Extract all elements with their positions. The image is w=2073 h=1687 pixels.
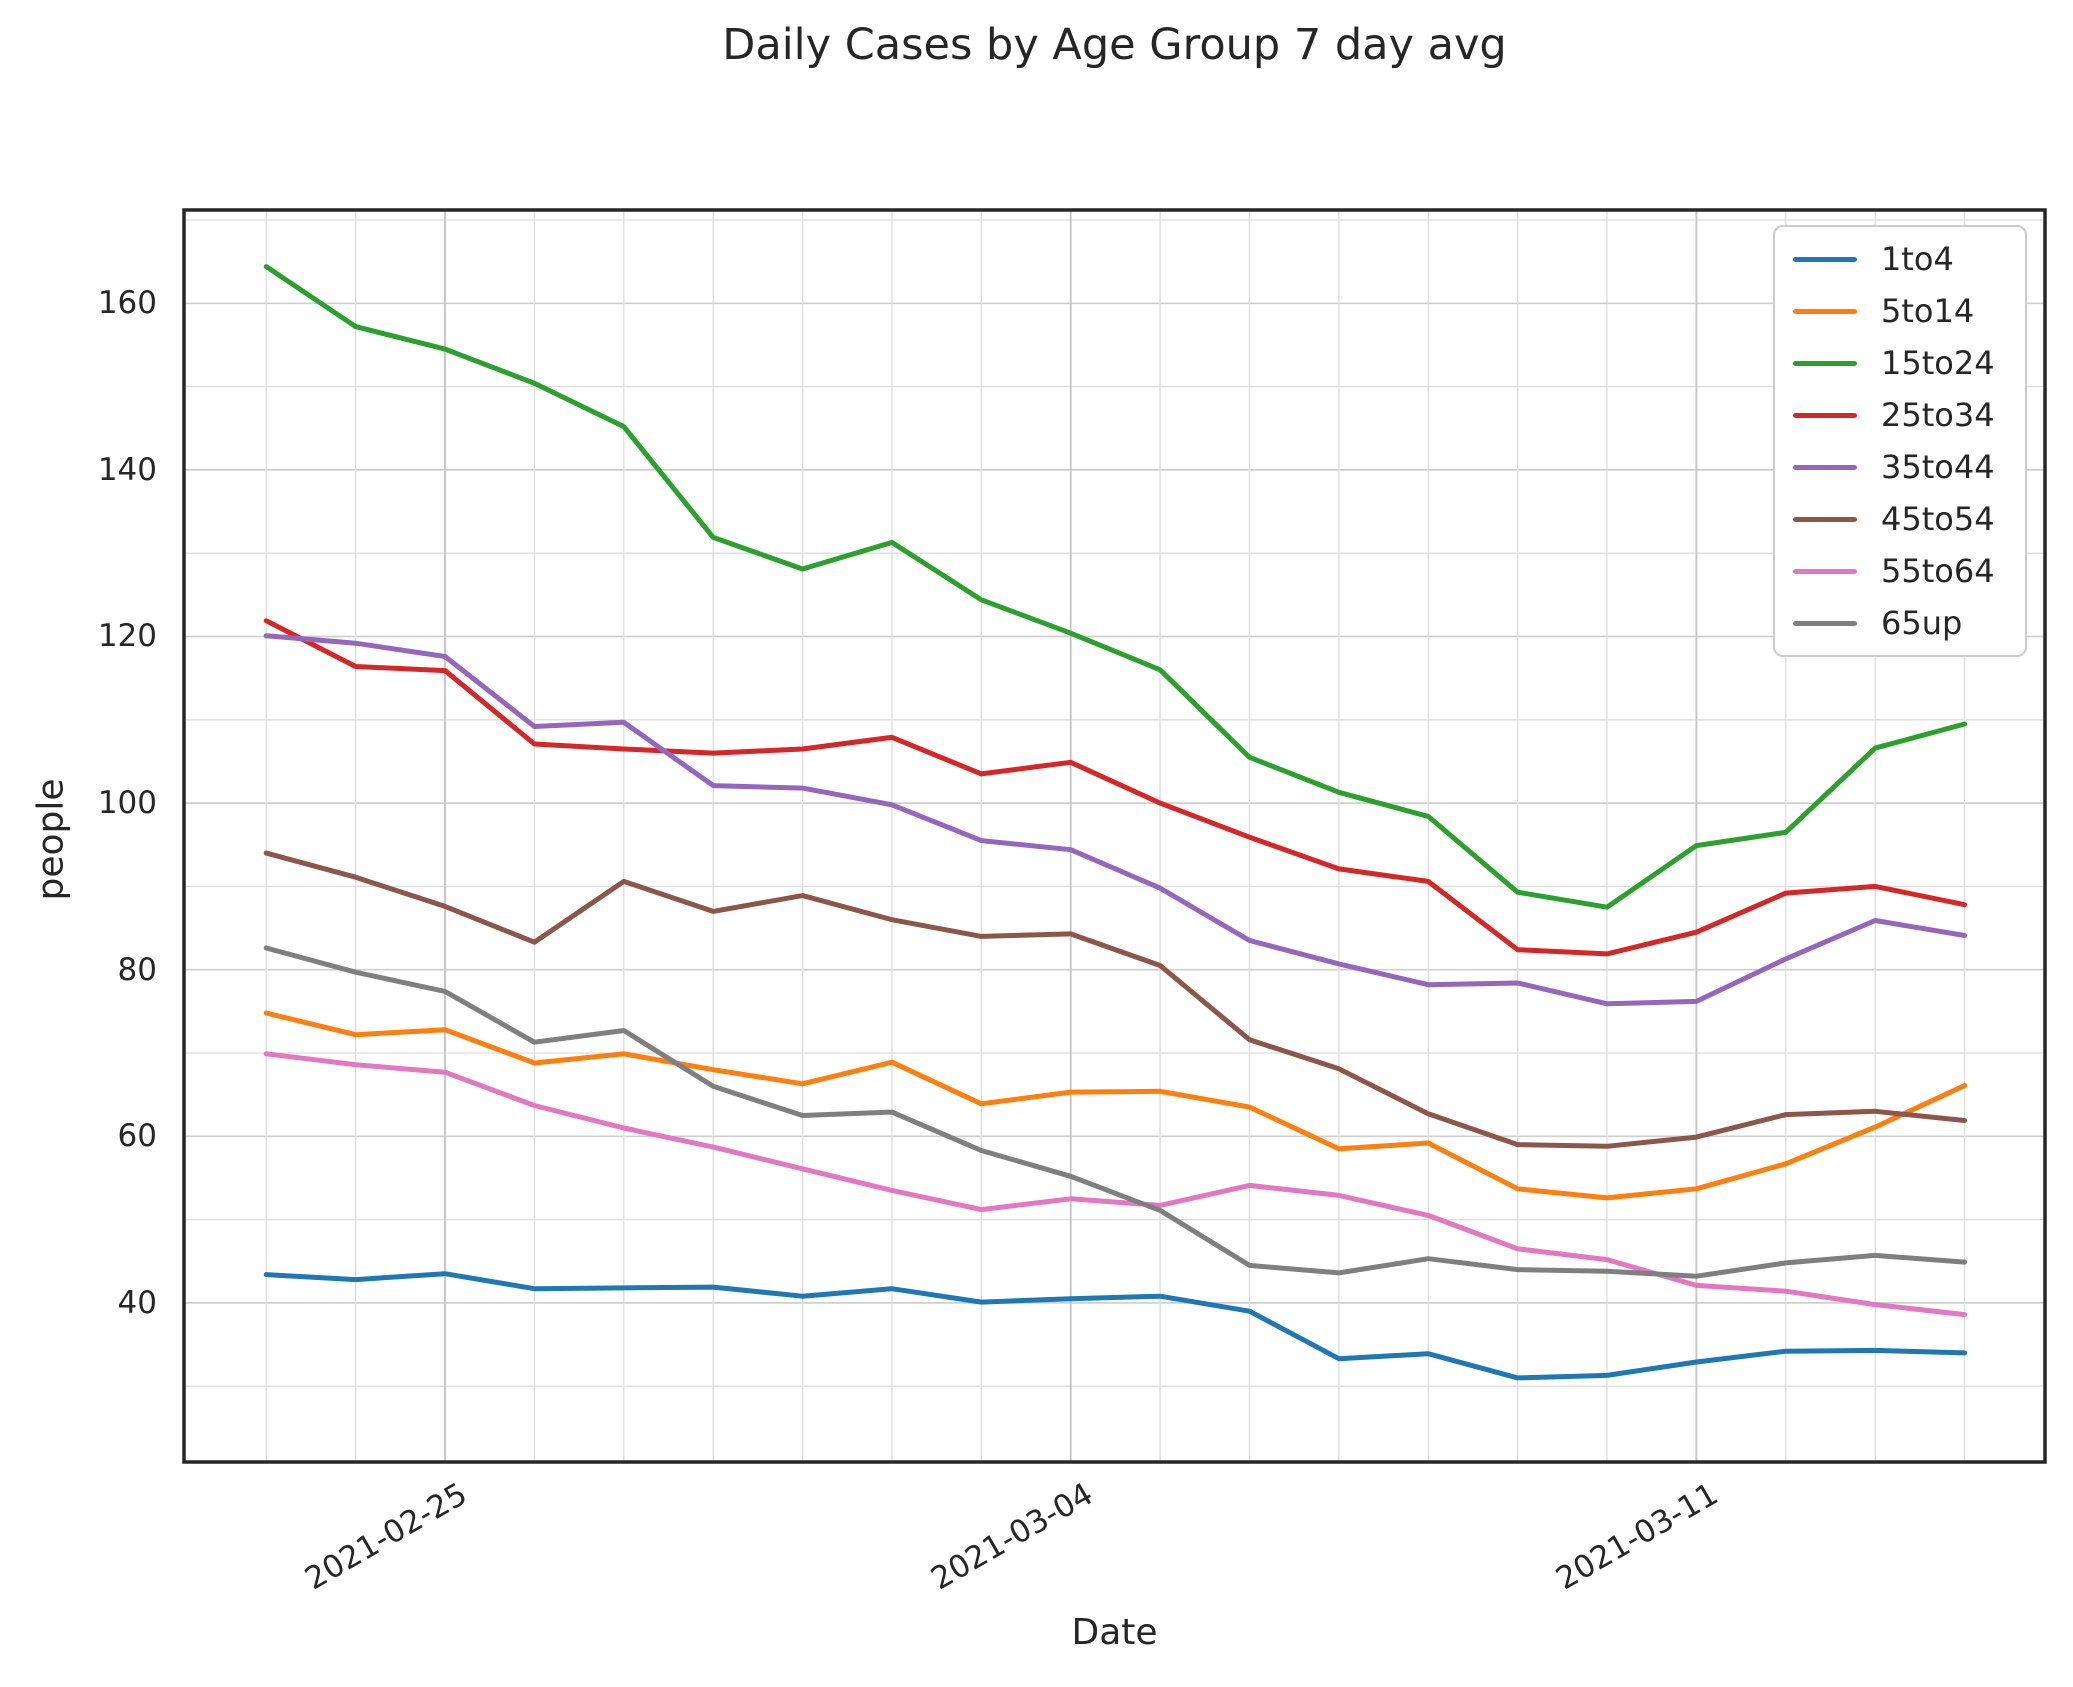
series-line-35to44 xyxy=(263,633,1968,1007)
series-line-25to34 xyxy=(263,618,1968,957)
series-line-55to64 xyxy=(263,1051,1968,1318)
legend-item-45to54: 45to54 xyxy=(1775,500,2025,538)
y-tick-label: 60 xyxy=(117,1118,157,1155)
legend-label-65up: 65up xyxy=(1881,604,1963,642)
series-line-15to24 xyxy=(263,264,1968,910)
series-line-1to4 xyxy=(263,1271,1968,1381)
legend-swatch-15to24 xyxy=(1793,360,1857,366)
legend-swatch-65up xyxy=(1793,620,1857,626)
series-line-5to14 xyxy=(263,1010,1968,1201)
y-tick-label: 160 xyxy=(97,285,157,322)
legend-label-35to44: 35to44 xyxy=(1881,448,1995,486)
axes-spines xyxy=(182,208,2047,1464)
legend-swatch-1to4 xyxy=(1793,256,1857,262)
legend-item-35to44: 35to44 xyxy=(1775,448,2025,486)
legend-item-55to64: 55to64 xyxy=(1775,552,2025,590)
legend-swatch-5to14 xyxy=(1793,308,1857,314)
legend-item-25to34: 25to34 xyxy=(1775,396,2025,434)
legend-item-5to14: 5to14 xyxy=(1775,292,2025,330)
x-axis-label: Date xyxy=(1071,1612,1158,1653)
legend: 1to4 5to14 15to24 25to34 35to44 45to54 55to64 6… xyxy=(1773,225,2027,657)
series-line-65up xyxy=(263,945,1968,1279)
legend-item-65up: 65up xyxy=(1775,604,2025,642)
y-tick-label: 100 xyxy=(97,785,157,822)
legend-label-25to34: 25to34 xyxy=(1881,396,1995,434)
legend-label-45to54: 45to54 xyxy=(1881,500,1995,538)
chart-title: Daily Cases by Age Group 7 day avg xyxy=(722,20,1507,70)
legend-label-5to14: 5to14 xyxy=(1881,292,1975,330)
gridlines xyxy=(184,210,2045,1462)
y-tick-label: 140 xyxy=(97,451,157,488)
y-tick-label: 80 xyxy=(117,951,157,988)
legend-swatch-55to64 xyxy=(1793,568,1857,574)
legend-label-15to24: 15to24 xyxy=(1881,344,1995,382)
y-tick-label: 120 xyxy=(97,618,157,655)
legend-item-1to4: 1to4 xyxy=(1775,240,2025,278)
legend-label-1to4: 1to4 xyxy=(1881,240,1954,278)
legend-swatch-25to34 xyxy=(1793,412,1857,418)
legend-item-15to24: 15to24 xyxy=(1775,344,2025,382)
legend-swatch-45to54 xyxy=(1793,516,1857,522)
legend-swatch-35to44 xyxy=(1793,464,1857,470)
series-line-45to54 xyxy=(263,850,1968,1149)
y-tick-label: 40 xyxy=(117,1284,157,1321)
series-lines xyxy=(263,264,1968,1381)
legend-label-55to64: 55to64 xyxy=(1881,552,1995,590)
